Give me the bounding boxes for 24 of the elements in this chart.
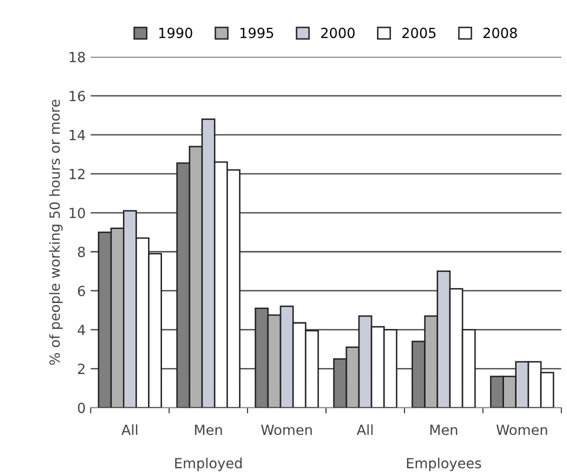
text: Employed (175, 458, 242, 472)
x-tick-label: All (356, 424, 373, 435)
x-tick-label: Women (261, 424, 312, 436)
y-tick-label: 18 (70, 52, 85, 62)
y-tick-label: 12 (70, 168, 84, 180)
legend-label: 2005 (402, 28, 436, 38)
y-tick-label: 14 (70, 130, 86, 140)
y-tick-label: 10 (70, 208, 85, 218)
x-tick-label: Men (430, 424, 458, 436)
legend-label: 1995 (240, 28, 274, 38)
text: Employees (407, 458, 482, 472)
legend-label: 1990 (159, 28, 192, 38)
y-tick-label: 6 (78, 286, 85, 296)
y-axis-title: % of people working 50 hours or more (49, 100, 63, 365)
x-tick-label: Women (496, 424, 548, 436)
legend-label: 2008 (484, 28, 517, 38)
y-tick-label: 4 (78, 324, 86, 335)
y-tick-label: 2 (78, 364, 84, 374)
x-tick-label: All (121, 424, 138, 435)
y-tick-label: 16 (70, 90, 85, 102)
legend-label: 2000 (321, 28, 355, 38)
y-tick-label: 0 (78, 402, 85, 414)
y-tick-label: 8 (78, 246, 85, 258)
x-tick-label: Men (195, 424, 222, 436)
